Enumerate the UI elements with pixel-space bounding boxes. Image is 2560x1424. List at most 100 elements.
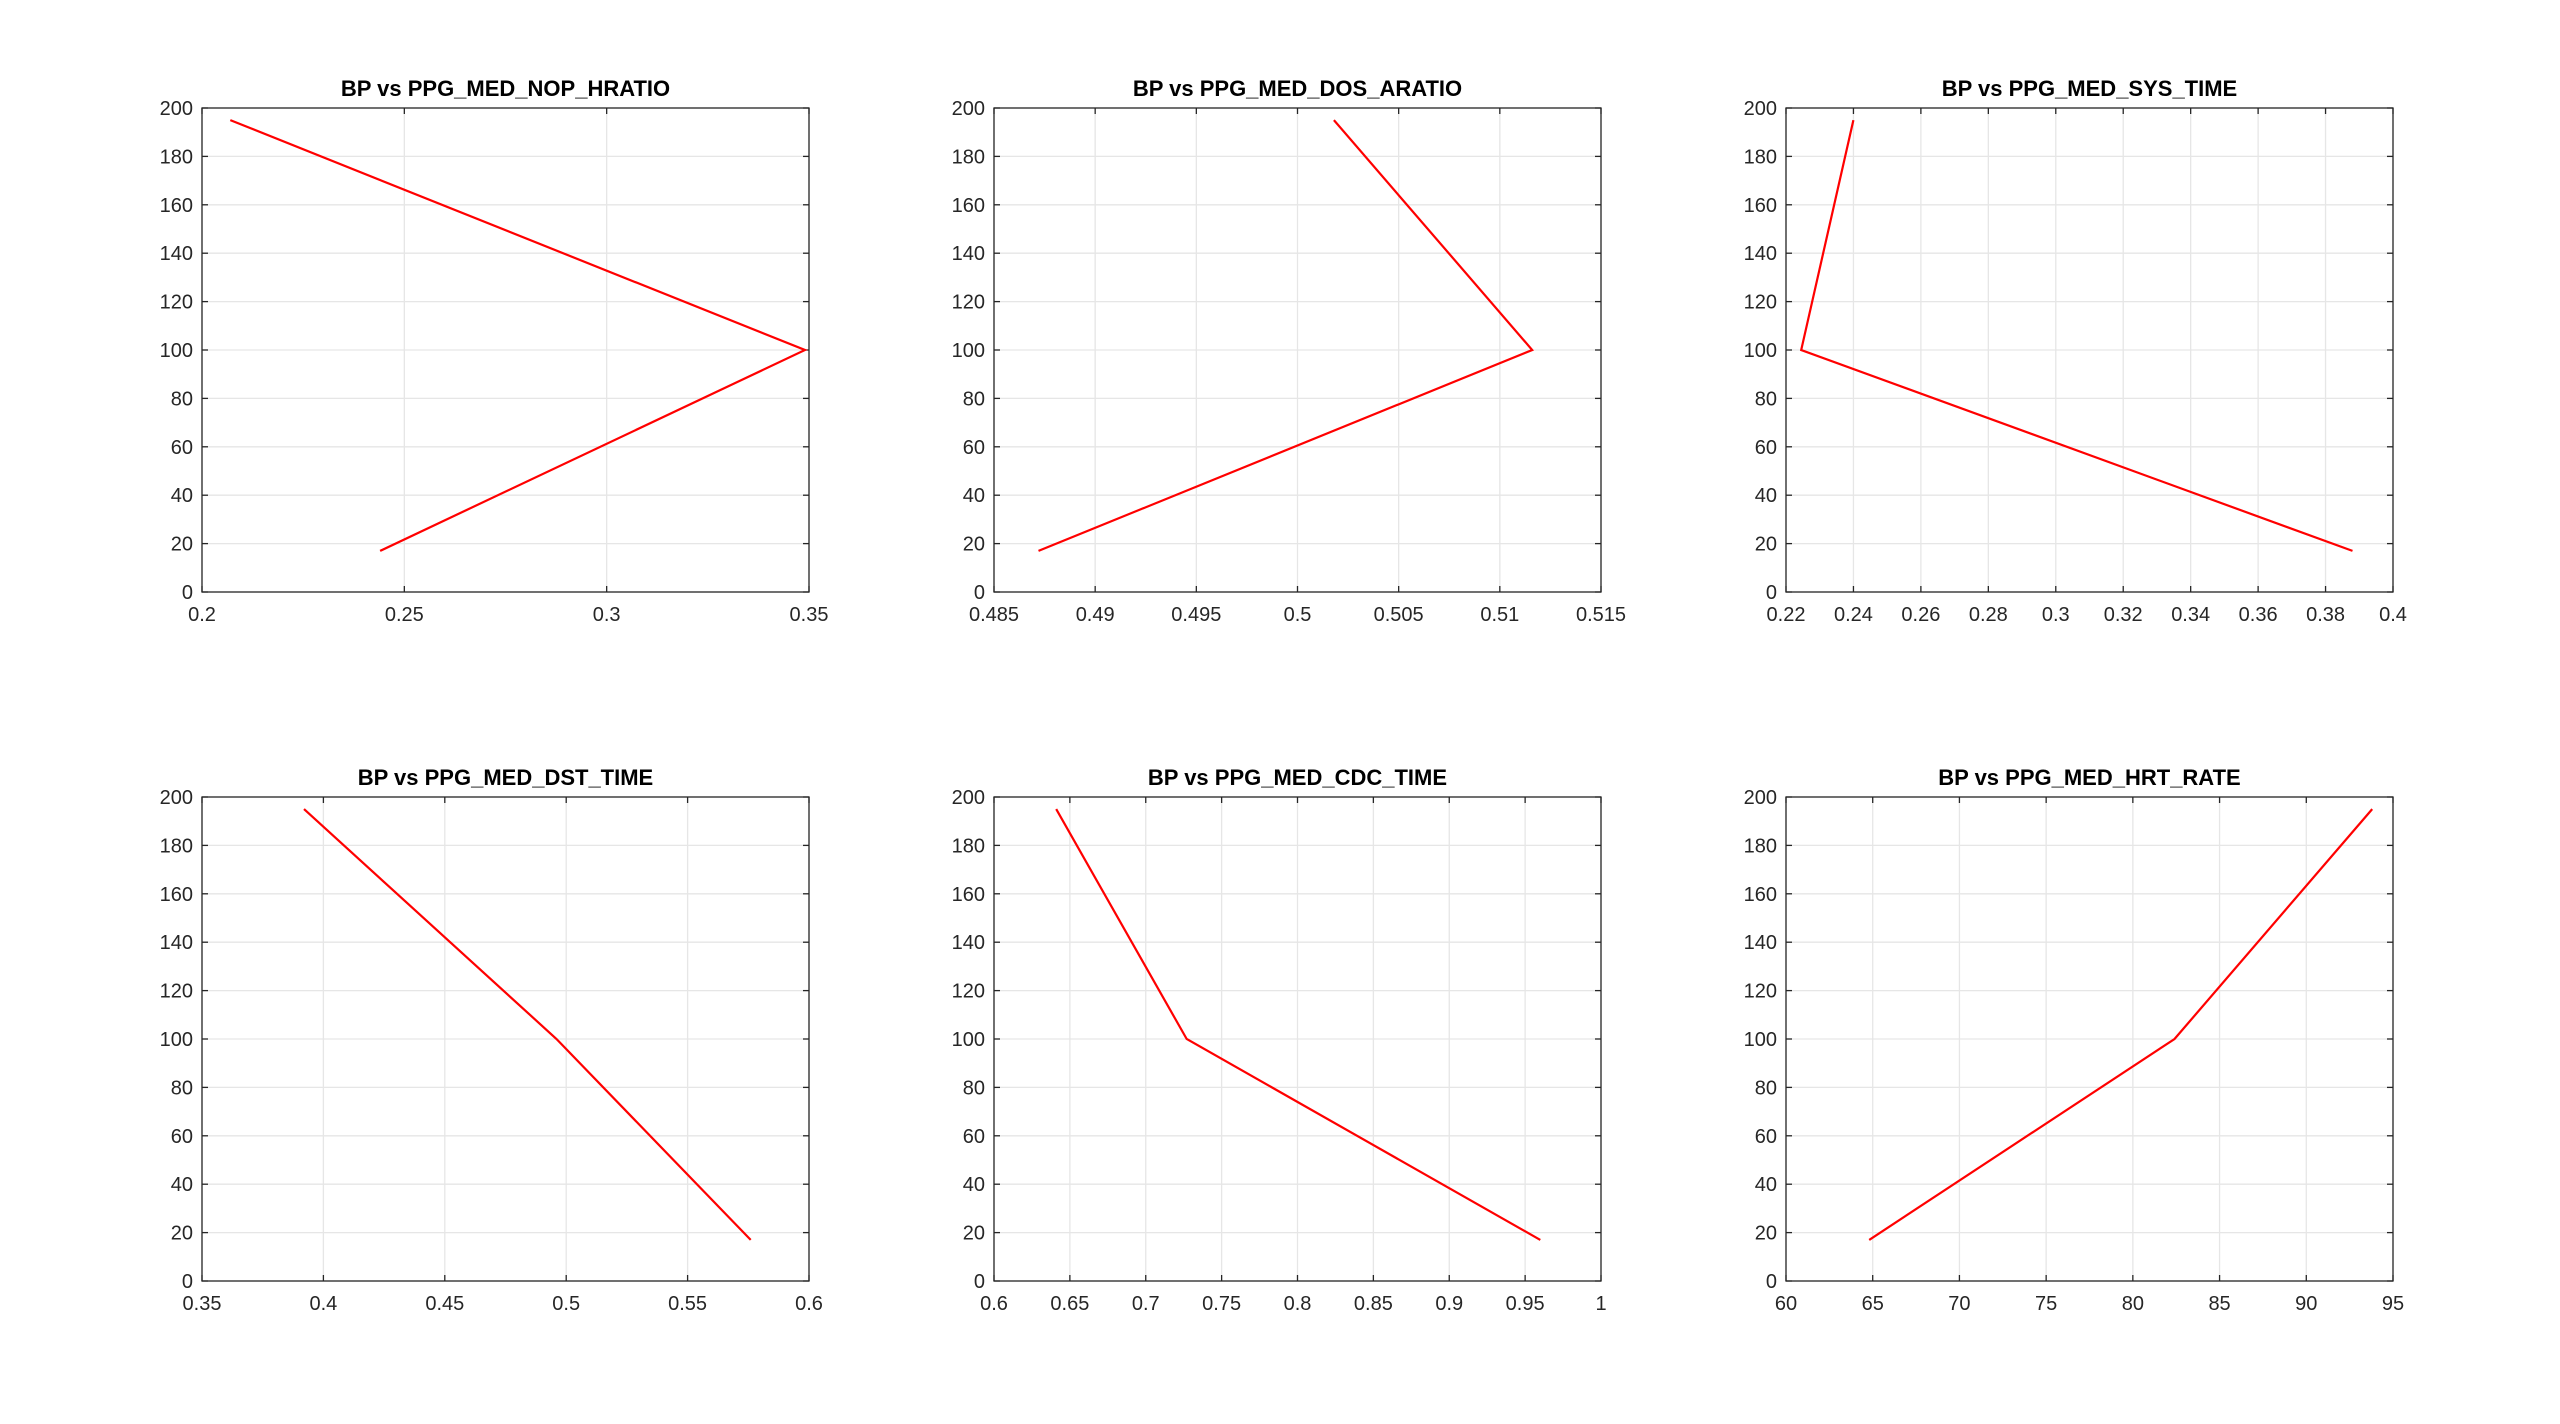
x-tick-label: 95 — [2382, 1293, 2404, 1315]
y-tick-label: 0 — [974, 582, 985, 604]
y-tick-label: 160 — [952, 884, 985, 906]
x-tick-label: 0.5 — [1284, 604, 1312, 626]
x-tick-label: 0.8 — [1284, 1293, 1312, 1315]
y-tick-label: 40 — [963, 1174, 985, 1196]
y-tick-label: 160 — [160, 195, 193, 217]
y-tick-label: 180 — [1744, 146, 1777, 168]
chart-title: BP vs PPG_MED_DOS_ARATIO — [1133, 76, 1462, 101]
y-tick-label: 120 — [1744, 292, 1777, 314]
y-tick-label: 80 — [1755, 1077, 1777, 1099]
x-tick-label: 0.22 — [1767, 604, 1806, 626]
y-tick-label: 20 — [171, 534, 193, 556]
x-tick-label: 0.6 — [795, 1293, 823, 1315]
x-tick-label: 0.9 — [1435, 1293, 1463, 1315]
y-tick-label: 100 — [160, 340, 193, 362]
y-tick-label: 120 — [1744, 981, 1777, 1003]
x-tick-label: 0.26 — [1901, 604, 1940, 626]
x-tick-label: 0.24 — [1834, 604, 1873, 626]
y-tick-label: 140 — [160, 243, 193, 265]
chart-title: BP vs PPG_MED_HRT_RATE — [1938, 765, 2240, 790]
y-tick-label: 180 — [160, 835, 193, 857]
y-tick-label: 0 — [974, 1271, 985, 1293]
y-tick-label: 180 — [952, 146, 985, 168]
x-tick-label: 0.32 — [2104, 604, 2143, 626]
y-tick-label: 60 — [1755, 437, 1777, 459]
chart-title: BP vs PPG_MED_CDC_TIME — [1148, 765, 1447, 790]
x-tick-label: 0.55 — [668, 1293, 707, 1315]
x-tick-label: 0.38 — [2306, 604, 2345, 626]
x-tick-label: 0.85 — [1354, 1293, 1393, 1315]
y-tick-label: 0 — [182, 582, 193, 604]
y-tick-label: 60 — [1755, 1126, 1777, 1148]
x-tick-label: 0.5 — [552, 1293, 580, 1315]
subplot-1: 0.2 0.25 0.3 0.35 0 20 40 60 80 100 120 140 160 180 20… — [160, 76, 829, 626]
x-tick-label: 0.6 — [980, 1293, 1008, 1315]
chart-title: BP vs PPG_MED_NOP_HRATIO — [341, 76, 670, 101]
y-tick-label: 80 — [963, 1077, 985, 1099]
x-tick-label: 90 — [2295, 1293, 2317, 1315]
y-tick-label: 100 — [160, 1029, 193, 1051]
x-tick-label: 0.51 — [1480, 604, 1519, 626]
y-tick-label: 140 — [160, 932, 193, 954]
y-tick-label: 80 — [171, 1077, 193, 1099]
y-tick-label: 20 — [963, 1223, 985, 1245]
y-tick-label: 100 — [952, 340, 985, 362]
x-tick-label: 0.49 — [1076, 604, 1115, 626]
x-tick-label: 0.65 — [1050, 1293, 1089, 1315]
chart-title: BP vs PPG_MED_SYS_TIME — [1942, 76, 2238, 101]
y-tick-label: 160 — [1744, 195, 1777, 217]
y-tick-label: 20 — [963, 534, 985, 556]
y-tick-label: 200 — [1744, 98, 1777, 120]
y-tick-label: 160 — [952, 195, 985, 217]
series-line — [303, 808, 752, 1241]
x-tick-label: 0.4 — [309, 1293, 337, 1315]
y-tick-label: 20 — [1755, 1223, 1777, 1245]
y-tick-label: 80 — [963, 388, 985, 410]
y-tick-label: 120 — [952, 292, 985, 314]
x-tick-label: 0.505 — [1374, 604, 1424, 626]
y-tick-label: 120 — [160, 981, 193, 1003]
series-line — [1799, 119, 2353, 552]
x-tick-label: 80 — [2122, 1293, 2144, 1315]
y-tick-label: 60 — [963, 437, 985, 459]
y-tick-label: 180 — [1744, 835, 1777, 857]
x-tick-label: 70 — [1948, 1293, 1970, 1315]
x-tick-label: 85 — [2208, 1293, 2230, 1315]
y-tick-label: 200 — [952, 98, 985, 120]
y-tick-label: 0 — [1766, 582, 1777, 604]
y-tick-label: 100 — [1744, 340, 1777, 362]
x-tick-label: 0.3 — [2042, 604, 2070, 626]
x-tick-label: 0.7 — [1132, 1293, 1160, 1315]
x-tick-label: 0.35 — [183, 1293, 222, 1315]
y-tick-label: 180 — [952, 835, 985, 857]
y-tick-label: 60 — [963, 1126, 985, 1148]
y-tick-label: 120 — [160, 292, 193, 314]
y-tick-label: 160 — [1744, 884, 1777, 906]
x-tick-label: 1 — [1595, 1293, 1606, 1315]
series-line — [1055, 808, 1541, 1241]
y-tick-label: 160 — [160, 884, 193, 906]
x-tick-label: 0.515 — [1576, 604, 1626, 626]
x-tick-label: 60 — [1775, 1293, 1797, 1315]
y-tick-label: 100 — [952, 1029, 985, 1051]
y-tick-label: 200 — [160, 787, 193, 809]
subplot-3: 0.22 0.24 0.26 0.28 0.3 0.32 0.34 0.36 0.38 0.4 0 2… — [1744, 76, 2407, 626]
y-tick-label: 60 — [171, 1126, 193, 1148]
y-tick-label: 20 — [1755, 534, 1777, 556]
x-tick-label: 65 — [1862, 1293, 1884, 1315]
y-tick-label: 200 — [952, 787, 985, 809]
y-tick-label: 40 — [171, 485, 193, 507]
y-tick-label: 40 — [1755, 1174, 1777, 1196]
y-tick-label: 20 — [171, 1223, 193, 1245]
x-tick-label: 0.45 — [425, 1293, 464, 1315]
y-tick-label: 200 — [160, 98, 193, 120]
subplot-2: 0.485 0.49 0.495 0.5 0.505 0.51 0.515 0 20 40 60 80… — [952, 76, 1626, 626]
x-tick-label: 0.36 — [2239, 604, 2278, 626]
subplot-4: 0.35 0.4 0.45 0.5 0.55 0.6 0 20 40 60 80 100 120 140 1… — [160, 765, 823, 1315]
x-tick-label: 0.485 — [969, 604, 1019, 626]
series-line — [229, 119, 808, 552]
series-line — [1038, 119, 1535, 552]
x-tick-label: 0.2 — [188, 604, 216, 626]
